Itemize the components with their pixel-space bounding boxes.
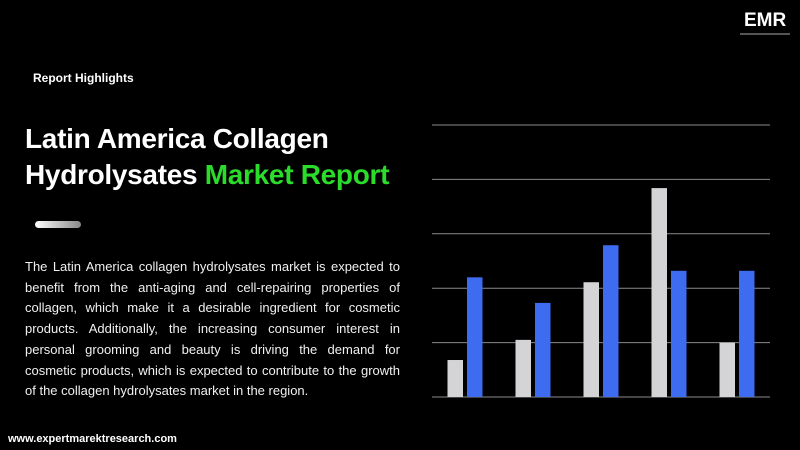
bar <box>739 270 755 397</box>
kicker: Report Highlights <box>33 71 134 85</box>
bar <box>583 282 599 397</box>
bar <box>467 277 483 397</box>
title-line: Latin America Collagen <box>25 123 329 154</box>
bar <box>535 302 551 397</box>
logo: EMR <box>744 10 787 31</box>
bar <box>515 339 531 397</box>
description: The Latin America collagen hydrolysates … <box>25 259 400 399</box>
divider-pill <box>35 221 81 228</box>
bar <box>447 360 463 397</box>
logo-underline <box>740 33 790 35</box>
bar <box>651 188 667 397</box>
footer-url: www.expertmarektresearch.com <box>8 433 177 445</box>
bar <box>603 245 619 397</box>
title: Latin America Collagen Hydrolysates Mark… <box>25 121 389 193</box>
bar <box>671 270 687 397</box>
bar <box>719 342 735 397</box>
title-accent: Market Report <box>204 159 390 190</box>
title-line: Hydrolysates <box>25 159 198 190</box>
